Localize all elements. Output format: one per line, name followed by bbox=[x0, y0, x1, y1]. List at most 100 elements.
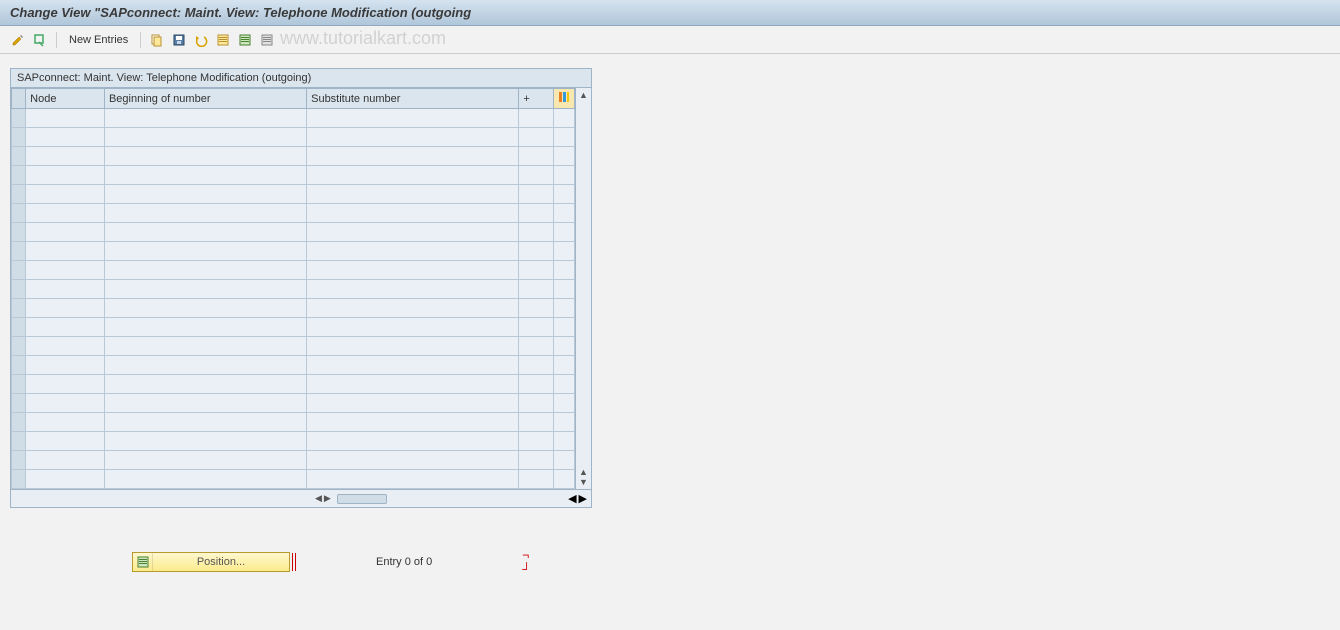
cell-beginning[interactable] bbox=[104, 413, 306, 432]
copy-icon[interactable] bbox=[149, 32, 165, 48]
table-settings-icon[interactable] bbox=[553, 89, 574, 109]
cell-node[interactable] bbox=[26, 375, 105, 394]
cell-beginning[interactable] bbox=[104, 356, 306, 375]
row-selector[interactable] bbox=[12, 147, 26, 166]
cell-beginning[interactable] bbox=[104, 299, 306, 318]
table-row[interactable] bbox=[12, 432, 575, 451]
cell-plus[interactable] bbox=[519, 318, 553, 337]
cell-beginning[interactable] bbox=[104, 432, 306, 451]
row-selector[interactable] bbox=[12, 299, 26, 318]
table-row[interactable] bbox=[12, 109, 575, 128]
cell-plus[interactable] bbox=[519, 185, 553, 204]
cell-node[interactable] bbox=[26, 356, 105, 375]
cell-substitute[interactable] bbox=[307, 147, 519, 166]
cell-beginning[interactable] bbox=[104, 242, 306, 261]
row-selector[interactable] bbox=[12, 109, 26, 128]
vertical-scrollbar[interactable]: ▲ ▲ ▼ bbox=[575, 88, 591, 489]
cell-plus[interactable] bbox=[519, 470, 553, 489]
cell-plus[interactable] bbox=[519, 375, 553, 394]
table-row[interactable] bbox=[12, 128, 575, 147]
cell-beginning[interactable] bbox=[104, 318, 306, 337]
table-row[interactable] bbox=[12, 413, 575, 432]
cell-plus[interactable] bbox=[519, 242, 553, 261]
cell-beginning[interactable] bbox=[104, 261, 306, 280]
cell-substitute[interactable] bbox=[307, 280, 519, 299]
cell-node[interactable] bbox=[26, 109, 105, 128]
table-row[interactable] bbox=[12, 242, 575, 261]
cell-plus[interactable] bbox=[519, 166, 553, 185]
scroll-up-arrow[interactable]: ▲ bbox=[579, 90, 588, 100]
cell-substitute[interactable] bbox=[307, 223, 519, 242]
col-header-beginning[interactable]: Beginning of number bbox=[104, 89, 306, 109]
deselect-all-icon[interactable] bbox=[259, 32, 275, 48]
cell-substitute[interactable] bbox=[307, 204, 519, 223]
col-header-substitute[interactable]: Substitute number bbox=[307, 89, 519, 109]
cell-beginning[interactable] bbox=[104, 337, 306, 356]
row-selector[interactable] bbox=[12, 166, 26, 185]
cell-plus[interactable] bbox=[519, 128, 553, 147]
table-row[interactable] bbox=[12, 261, 575, 280]
select-all-icon[interactable] bbox=[215, 32, 231, 48]
cell-beginning[interactable] bbox=[104, 223, 306, 242]
row-selector[interactable] bbox=[12, 185, 26, 204]
scroll-right-end[interactable]: ▶ bbox=[579, 492, 587, 505]
cell-beginning[interactable] bbox=[104, 109, 306, 128]
row-selector[interactable] bbox=[12, 128, 26, 147]
table-row[interactable] bbox=[12, 356, 575, 375]
cell-substitute[interactable] bbox=[307, 185, 519, 204]
cell-node[interactable] bbox=[26, 166, 105, 185]
cell-plus[interactable] bbox=[519, 451, 553, 470]
row-selector[interactable] bbox=[12, 223, 26, 242]
cell-substitute[interactable] bbox=[307, 337, 519, 356]
cell-plus[interactable] bbox=[519, 204, 553, 223]
cell-substitute[interactable] bbox=[307, 318, 519, 337]
cell-substitute[interactable] bbox=[307, 470, 519, 489]
table-row[interactable] bbox=[12, 451, 575, 470]
table-row[interactable] bbox=[12, 299, 575, 318]
hscroll-thumb[interactable] bbox=[337, 494, 387, 504]
cell-substitute[interactable] bbox=[307, 432, 519, 451]
cell-plus[interactable] bbox=[519, 394, 553, 413]
cell-substitute[interactable] bbox=[307, 451, 519, 470]
cell-substitute[interactable] bbox=[307, 128, 519, 147]
cell-node[interactable] bbox=[26, 147, 105, 166]
position-button[interactable]: Position... bbox=[132, 552, 290, 572]
cell-node[interactable] bbox=[26, 451, 105, 470]
table-row[interactable] bbox=[12, 318, 575, 337]
cell-beginning[interactable] bbox=[104, 166, 306, 185]
select-block-icon[interactable] bbox=[237, 32, 253, 48]
cell-plus[interactable] bbox=[519, 337, 553, 356]
row-selector[interactable] bbox=[12, 242, 26, 261]
cell-substitute[interactable] bbox=[307, 166, 519, 185]
table-row[interactable] bbox=[12, 166, 575, 185]
cell-substitute[interactable] bbox=[307, 394, 519, 413]
cell-beginning[interactable] bbox=[104, 185, 306, 204]
cell-beginning[interactable] bbox=[104, 280, 306, 299]
table-row[interactable] bbox=[12, 337, 575, 356]
cell-beginning[interactable] bbox=[104, 451, 306, 470]
cell-node[interactable] bbox=[26, 204, 105, 223]
cell-beginning[interactable] bbox=[104, 147, 306, 166]
cell-beginning[interactable] bbox=[104, 375, 306, 394]
new-entries-button[interactable]: New Entries bbox=[65, 34, 132, 46]
cell-plus[interactable] bbox=[519, 356, 553, 375]
cell-beginning[interactable] bbox=[104, 394, 306, 413]
row-selector[interactable] bbox=[12, 413, 26, 432]
row-selector[interactable] bbox=[12, 375, 26, 394]
cell-plus[interactable] bbox=[519, 109, 553, 128]
table-row[interactable] bbox=[12, 204, 575, 223]
data-grid[interactable]: Node Beginning of number Substitute numb… bbox=[11, 88, 575, 489]
save-icon[interactable] bbox=[171, 32, 187, 48]
cell-node[interactable] bbox=[26, 261, 105, 280]
scroll-down-arrow-2[interactable]: ▼ bbox=[579, 477, 588, 487]
cell-node[interactable] bbox=[26, 185, 105, 204]
cell-node[interactable] bbox=[26, 337, 105, 356]
row-selector[interactable] bbox=[12, 337, 26, 356]
toggle-display-change-icon[interactable] bbox=[10, 32, 26, 48]
row-selector[interactable] bbox=[12, 318, 26, 337]
cell-node[interactable] bbox=[26, 280, 105, 299]
table-row[interactable] bbox=[12, 280, 575, 299]
cell-substitute[interactable] bbox=[307, 261, 519, 280]
row-selector[interactable] bbox=[12, 432, 26, 451]
cell-node[interactable] bbox=[26, 242, 105, 261]
